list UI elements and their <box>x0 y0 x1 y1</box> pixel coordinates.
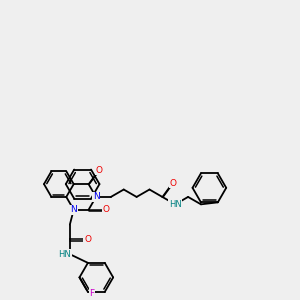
Text: N: N <box>93 192 99 201</box>
Text: O: O <box>84 235 91 244</box>
Text: HN: HN <box>169 200 182 209</box>
Text: HN: HN <box>58 250 71 259</box>
Text: O: O <box>103 205 110 214</box>
Text: O: O <box>96 166 103 175</box>
Text: O: O <box>170 178 177 188</box>
Text: N: N <box>70 205 77 214</box>
Text: F: F <box>89 289 94 298</box>
